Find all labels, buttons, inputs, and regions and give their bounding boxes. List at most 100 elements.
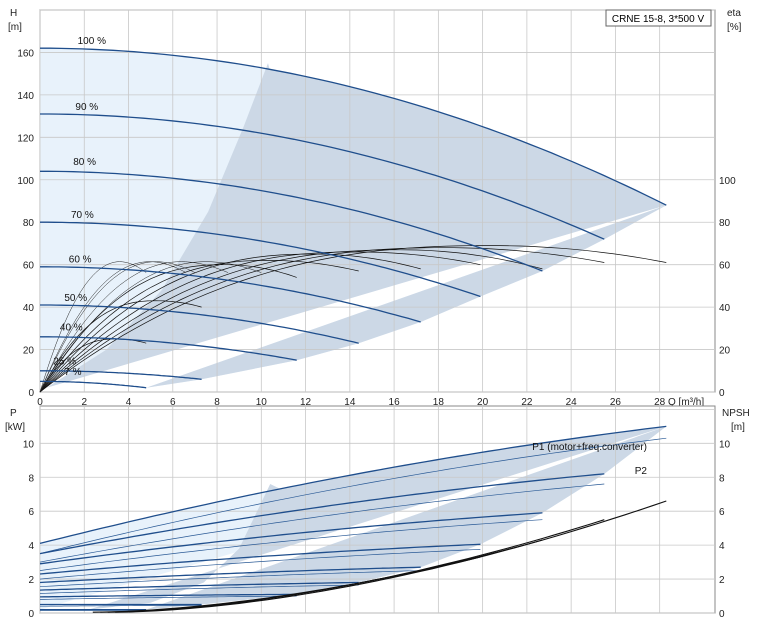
top-x-tick: 4: [126, 397, 132, 408]
h-axis-label: H: [10, 8, 17, 19]
top-x-axis-label: Q [m³/h]: [668, 397, 704, 408]
speed-label: 40 %: [60, 323, 83, 334]
top-y-tick: 140: [17, 91, 34, 102]
eta-axis-unit: [%]: [727, 22, 742, 33]
p-axis-label: P: [10, 408, 17, 419]
top-x-tick: 28: [654, 397, 666, 408]
speed-label: 7 %: [64, 367, 81, 378]
p2-curve-1: [39, 483, 605, 563]
efficiency-thin-curve-1: [39, 261, 187, 393]
bottom-right-tick: 2: [719, 575, 725, 586]
npsh-axis-label: NPSH: [722, 408, 750, 419]
top-y-tick: 60: [23, 261, 35, 272]
p1-curve-3: [39, 543, 481, 575]
speed-label: 70 %: [71, 210, 94, 221]
npsh-curve-3: [92, 556, 481, 613]
head-curve-5: [40, 304, 359, 344]
top-y-tick: 40: [23, 303, 35, 314]
top-x-tick: 26: [610, 397, 622, 408]
p2-curve-6: [40, 595, 297, 600]
bottom-y-tick: 2: [28, 575, 34, 586]
p1-curve-4: [39, 566, 421, 584]
p1-curve-0: [39, 425, 667, 545]
head-curve-3: [40, 221, 481, 298]
top-x-tick: 16: [389, 397, 401, 408]
p1-curve-5: [39, 581, 359, 591]
top-x-tick: 2: [81, 397, 87, 408]
npsh-axis-unit: [m]: [731, 422, 745, 433]
top-x-tick: 12: [300, 397, 312, 408]
top-x-tick: 24: [566, 397, 578, 408]
bottom-y-tick: 0: [28, 609, 34, 620]
top-y-tick: 0: [28, 388, 34, 399]
p-axis-unit: [kW]: [5, 422, 25, 433]
efficiency-curve-5: [39, 260, 359, 393]
speed-label: 50 %: [64, 293, 87, 304]
efficiency-curve-1: [39, 247, 605, 393]
p2-curve-3: [39, 549, 481, 580]
speed-label: 25 %: [53, 357, 76, 368]
top-right-tick: 60: [719, 261, 731, 272]
bottom-right-tick: 8: [719, 473, 725, 484]
chart-title: CRNE 15-8, 3*500 V: [612, 14, 705, 25]
bottom-y-tick: 4: [28, 541, 34, 552]
bottom-right-tick: 0: [719, 609, 725, 620]
top-right-tick: 40: [719, 303, 731, 314]
top-region-dark: [46, 63, 667, 388]
top-x-tick: 20: [477, 397, 489, 408]
head-curve-2: [40, 170, 543, 272]
speed-label: 80 %: [73, 157, 96, 168]
speed-label: 90 %: [75, 102, 98, 113]
h-axis-unit: [m]: [8, 22, 22, 33]
top-x-tick: 22: [521, 397, 533, 408]
top-x-tick: 14: [344, 397, 356, 408]
head-curve-0: [40, 47, 667, 206]
top-y-tick: 100: [17, 176, 34, 187]
efficiency-curve-7: [39, 300, 202, 393]
head-curve-8: [40, 380, 147, 389]
top-x-tick: 8: [214, 397, 220, 408]
p2-curve-2: [39, 519, 543, 571]
title-box: [605, 9, 712, 27]
p2-curve-5: [39, 584, 359, 594]
top-y-tick: 20: [23, 346, 35, 357]
bottom-right-tick: 6: [719, 507, 725, 518]
head-curve-1: [40, 113, 605, 240]
p1-series-label: P1 (motor+freq.converter): [532, 442, 647, 453]
top-y-tick: 120: [17, 133, 34, 144]
efficiency-thin-curve-4: [39, 261, 262, 393]
speed-label: 60 %: [69, 255, 92, 266]
bottom-y-tick: 8: [28, 473, 34, 484]
efficiency-thin-curve-3: [39, 261, 229, 393]
top-x-tick: 18: [433, 397, 445, 408]
head-curve-6: [40, 336, 297, 361]
bottom-right-tick: 4: [719, 541, 725, 552]
top-right-tick: 80: [719, 218, 731, 229]
efficiency-curve-3: [39, 251, 481, 393]
top-right-tick: 20: [719, 346, 731, 357]
top-y-tick: 160: [17, 48, 34, 59]
top-y-tick: 80: [23, 218, 35, 229]
p2-series-label: P2: [635, 466, 648, 477]
efficiency-curve-2: [39, 249, 543, 393]
p2-curve-0: [39, 437, 667, 554]
efficiency-thin-curve-0: [39, 261, 147, 393]
p1-curve-2: [39, 512, 543, 565]
bottom-region-dark: [88, 426, 667, 610]
head-curve-7: [40, 370, 202, 380]
top-right-tick: 100: [719, 176, 736, 187]
npsh-curve-0: [115, 500, 667, 613]
bottom-right-tick: 10: [719, 439, 731, 450]
top-x-tick: 0: [37, 397, 43, 408]
top-x-tick: 6: [170, 397, 176, 408]
p1-curve-6: [39, 593, 297, 598]
top-x-tick: 10: [256, 397, 268, 408]
speed-label: 100 %: [78, 36, 106, 47]
efficiency-curve-0: [39, 245, 667, 393]
top-right-tick: 0: [719, 388, 725, 399]
bottom-y-tick: 6: [28, 507, 34, 518]
p2-curve-7: [40, 605, 202, 607]
p2-curve-4: [39, 570, 421, 588]
